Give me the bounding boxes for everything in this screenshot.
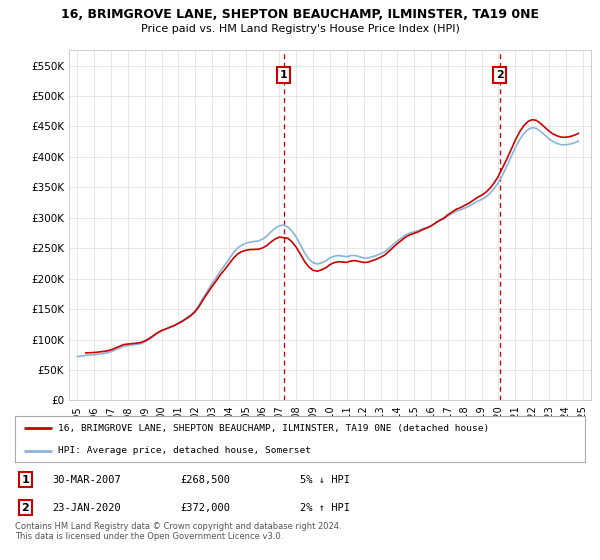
Text: Price paid vs. HM Land Registry's House Price Index (HPI): Price paid vs. HM Land Registry's House …: [140, 24, 460, 34]
Text: 2% ↑ HPI: 2% ↑ HPI: [300, 503, 350, 512]
Text: 5% ↓ HPI: 5% ↓ HPI: [300, 475, 350, 484]
Text: 16, BRIMGROVE LANE, SHEPTON BEAUCHAMP, ILMINSTER, TA19 0NE: 16, BRIMGROVE LANE, SHEPTON BEAUCHAMP, I…: [61, 8, 539, 21]
Text: Contains HM Land Registry data © Crown copyright and database right 2024.
This d: Contains HM Land Registry data © Crown c…: [15, 522, 341, 542]
Text: 23-JAN-2020: 23-JAN-2020: [52, 503, 121, 512]
Text: 16, BRIMGROVE LANE, SHEPTON BEAUCHAMP, ILMINSTER, TA19 0NE (detached house): 16, BRIMGROVE LANE, SHEPTON BEAUCHAMP, I…: [58, 424, 489, 433]
Text: 2: 2: [496, 70, 503, 80]
Text: 1: 1: [22, 475, 29, 484]
Text: 1: 1: [280, 70, 287, 80]
Text: 2: 2: [22, 503, 29, 512]
Text: £268,500: £268,500: [180, 475, 230, 484]
Text: £372,000: £372,000: [180, 503, 230, 512]
Text: HPI: Average price, detached house, Somerset: HPI: Average price, detached house, Some…: [58, 446, 311, 455]
Text: 30-MAR-2007: 30-MAR-2007: [52, 475, 121, 484]
